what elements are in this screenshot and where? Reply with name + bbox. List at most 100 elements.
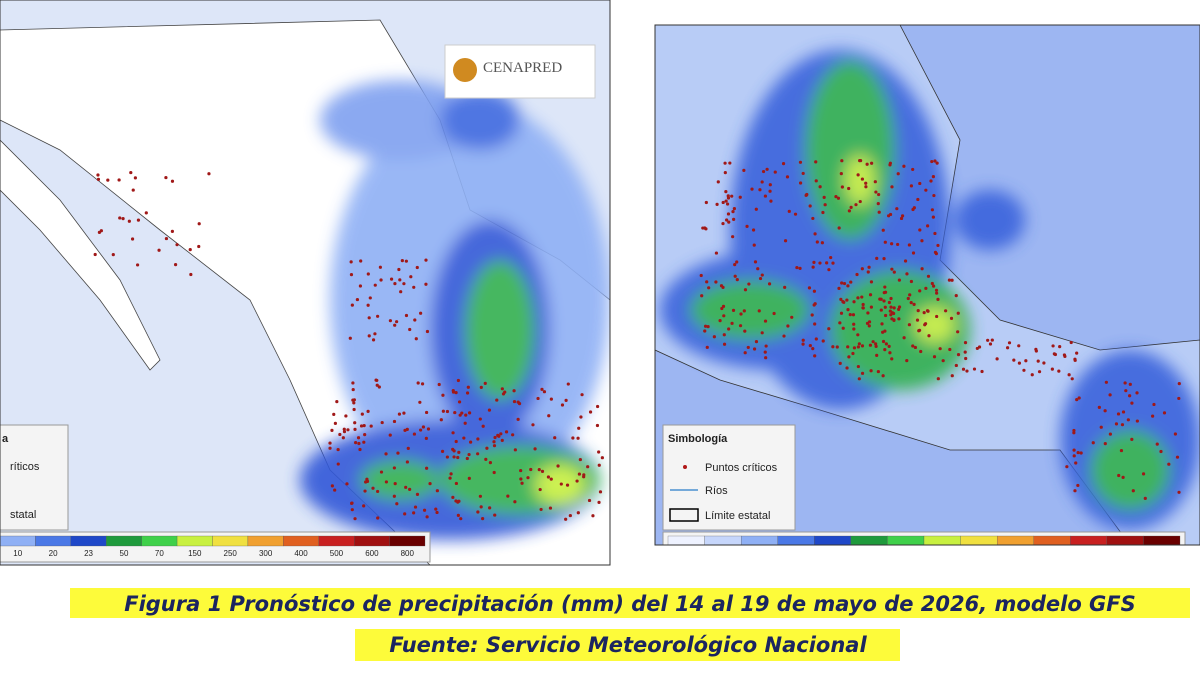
critical-point	[1121, 410, 1126, 414]
critical-point	[341, 436, 345, 440]
critical-point	[365, 477, 369, 481]
critical-point	[164, 236, 169, 241]
scale-label: 0.1	[681, 549, 693, 558]
critical-point	[892, 311, 896, 316]
critical-point	[890, 185, 894, 189]
critical-point	[424, 282, 428, 286]
critical-point	[388, 433, 392, 437]
critical-point	[1108, 432, 1112, 436]
critical-point	[889, 296, 893, 301]
critical-point	[860, 371, 865, 375]
critical-point	[733, 263, 737, 267]
critical-point	[743, 288, 748, 292]
critical-point	[846, 308, 850, 312]
critical-point	[902, 164, 906, 168]
critical-point	[441, 409, 445, 413]
critical-point	[827, 327, 831, 331]
critical-point	[856, 364, 860, 369]
critical-point	[854, 203, 858, 207]
critical-point	[990, 338, 994, 342]
critical-point	[362, 423, 366, 428]
critical-point	[888, 161, 892, 165]
critical-point	[549, 397, 553, 401]
critical-point	[449, 472, 453, 476]
critical-point	[851, 313, 856, 317]
critical-point	[860, 344, 865, 348]
critical-point	[1177, 396, 1181, 401]
critical-point	[705, 345, 709, 349]
critical-point	[1117, 473, 1121, 478]
scale-swatch	[389, 535, 426, 547]
critical-point	[933, 159, 937, 163]
critical-point	[841, 326, 845, 330]
critical-point	[936, 377, 940, 381]
critical-point	[941, 359, 945, 363]
critical-point	[880, 322, 884, 326]
critical-point	[1058, 345, 1062, 349]
critical-point	[564, 398, 568, 402]
critical-point	[582, 475, 586, 479]
critical-point	[452, 455, 456, 459]
critical-point	[1126, 418, 1130, 422]
critical-point	[907, 323, 911, 327]
critical-point	[197, 244, 201, 249]
critical-point	[867, 324, 871, 328]
critical-point	[392, 494, 396, 498]
critical-point	[129, 170, 133, 175]
critical-point	[1175, 455, 1180, 459]
critical-point	[328, 441, 332, 445]
critical-point	[1076, 483, 1080, 488]
critical-point	[936, 297, 940, 301]
critical-point	[851, 351, 855, 356]
critical-point	[1152, 402, 1156, 407]
critical-point	[440, 449, 445, 453]
critical-point	[707, 286, 711, 290]
critical-point	[743, 351, 747, 355]
critical-point	[750, 187, 754, 191]
critical-point	[451, 431, 455, 435]
critical-point	[811, 265, 815, 269]
critical-point	[954, 294, 958, 298]
critical-point	[1034, 347, 1038, 351]
critical-point	[1050, 367, 1054, 371]
critical-point	[409, 275, 413, 279]
critical-point	[373, 283, 377, 287]
critical-point	[412, 285, 416, 289]
critical-point	[476, 452, 480, 456]
critical-point	[931, 174, 935, 179]
critical-point	[727, 327, 731, 331]
critical-point	[464, 413, 468, 417]
critical-point	[726, 196, 731, 200]
critical-point	[754, 339, 759, 344]
scale-label: 800	[401, 549, 415, 558]
critical-point	[1123, 381, 1127, 385]
critical-point	[1108, 393, 1112, 397]
critical-point	[376, 314, 380, 318]
critical-point	[352, 407, 356, 412]
critical-point	[753, 260, 758, 264]
critical-point	[157, 248, 161, 252]
critical-point	[539, 507, 543, 512]
critical-point	[874, 344, 878, 348]
critical-point	[435, 489, 439, 493]
critical-point	[861, 302, 865, 307]
critical-point	[929, 179, 933, 183]
critical-point	[578, 457, 582, 462]
critical-point	[353, 421, 357, 425]
critical-point	[883, 348, 887, 352]
critical-point	[840, 281, 844, 285]
critical-point	[519, 477, 523, 481]
critical-point	[852, 322, 856, 326]
critical-point	[875, 353, 879, 357]
critical-point	[721, 200, 725, 205]
critical-point	[956, 353, 961, 357]
critical-point	[895, 207, 899, 211]
critical-point	[462, 436, 466, 440]
critical-point	[811, 346, 815, 351]
scale-swatch	[106, 535, 142, 547]
critical-point	[745, 224, 749, 228]
critical-point	[944, 309, 948, 313]
critical-point	[130, 237, 135, 241]
critical-point	[933, 231, 937, 236]
critical-point	[1099, 425, 1103, 429]
